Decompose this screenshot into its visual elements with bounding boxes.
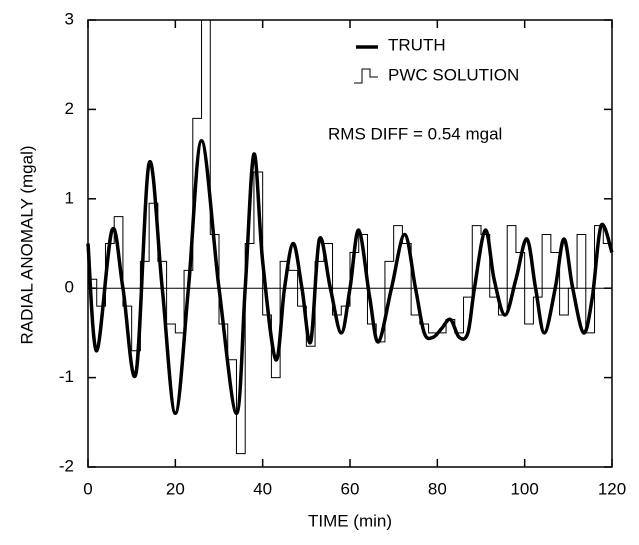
truth-line <box>86 138 614 416</box>
x-tick-label: 40 <box>253 479 272 498</box>
x-axis-title: TIME (min) <box>308 511 392 530</box>
annotation: RMS DIFF = 0.54 mgal <box>328 124 502 143</box>
y-tick-label: 0 <box>65 278 74 297</box>
plot-frame <box>87 19 613 468</box>
x-tick-label: 20 <box>166 479 185 498</box>
legend-label: TRUTH <box>388 35 446 54</box>
y-tick-label: 1 <box>65 188 74 207</box>
legend-label: PWC SOLUTION <box>388 65 519 84</box>
x-tick-label: 80 <box>428 479 447 498</box>
y-tick-label: -1 <box>59 367 74 386</box>
step-line <box>88 19 612 455</box>
y-axis-title: RADIAL ANOMALY (mgal) <box>17 145 36 344</box>
y-tick-label: 2 <box>65 99 74 118</box>
y-tick-label: 3 <box>65 9 74 28</box>
x-tick-label: 60 <box>341 479 360 498</box>
legend-swatch <box>354 68 378 84</box>
y-tick-label: -2 <box>59 456 74 475</box>
x-tick-label: 120 <box>598 479 626 498</box>
x-tick-label: 0 <box>83 479 92 498</box>
x-tick-label: 100 <box>510 479 538 498</box>
